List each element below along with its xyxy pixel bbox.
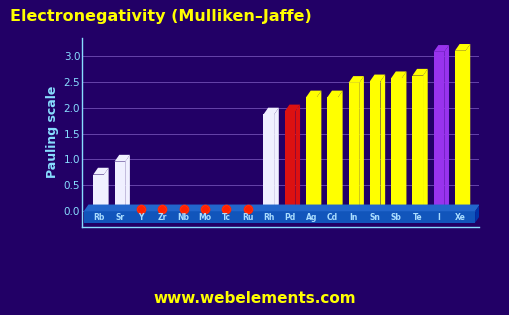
Polygon shape <box>443 45 448 211</box>
Polygon shape <box>401 72 406 211</box>
Polygon shape <box>390 78 401 211</box>
Text: Sb: Sb <box>390 213 401 222</box>
Polygon shape <box>305 97 316 211</box>
Y-axis label: Pauling scale: Pauling scale <box>46 86 60 179</box>
Polygon shape <box>263 114 273 211</box>
Polygon shape <box>327 97 337 211</box>
Polygon shape <box>316 91 321 211</box>
Text: Rh: Rh <box>263 213 274 222</box>
Text: Ag: Ag <box>305 213 317 222</box>
Text: Pd: Pd <box>284 213 295 222</box>
Polygon shape <box>433 52 443 211</box>
Text: Sn: Sn <box>369 213 380 222</box>
Text: Rb: Rb <box>93 213 104 222</box>
Text: Nb: Nb <box>177 213 189 222</box>
Text: In: In <box>349 213 357 222</box>
Polygon shape <box>433 45 448 52</box>
Text: Tc: Tc <box>221 213 230 222</box>
Polygon shape <box>93 168 108 175</box>
Polygon shape <box>454 44 469 51</box>
Text: Xe: Xe <box>454 213 465 222</box>
Polygon shape <box>83 204 479 211</box>
Polygon shape <box>412 76 422 211</box>
Polygon shape <box>454 51 465 211</box>
Polygon shape <box>412 69 427 76</box>
Text: www.webelements.com: www.webelements.com <box>153 290 356 306</box>
Polygon shape <box>263 108 278 114</box>
Polygon shape <box>284 111 295 211</box>
Polygon shape <box>348 76 363 83</box>
Polygon shape <box>327 91 342 97</box>
Text: Sr: Sr <box>115 213 124 222</box>
Polygon shape <box>358 76 363 211</box>
Text: Te: Te <box>412 213 421 222</box>
Text: I: I <box>437 213 440 222</box>
Text: Cd: Cd <box>326 213 337 222</box>
Polygon shape <box>104 168 108 211</box>
Polygon shape <box>369 81 380 211</box>
Polygon shape <box>273 108 278 211</box>
Polygon shape <box>125 155 130 211</box>
Polygon shape <box>380 75 384 211</box>
Polygon shape <box>284 105 299 111</box>
Polygon shape <box>305 91 321 97</box>
Polygon shape <box>115 155 130 162</box>
Polygon shape <box>93 175 104 211</box>
Polygon shape <box>465 44 469 211</box>
Text: Ru: Ru <box>241 213 252 222</box>
Polygon shape <box>115 162 125 211</box>
Polygon shape <box>390 72 406 78</box>
Polygon shape <box>474 204 479 223</box>
Polygon shape <box>348 83 358 211</box>
Polygon shape <box>83 211 474 223</box>
Text: Electronegativity (Mulliken–Jaffe): Electronegativity (Mulliken–Jaffe) <box>10 9 312 25</box>
Polygon shape <box>337 91 342 211</box>
Polygon shape <box>422 69 427 211</box>
Polygon shape <box>369 75 384 81</box>
Text: Zr: Zr <box>157 213 167 222</box>
Polygon shape <box>295 105 299 211</box>
Text: Y: Y <box>138 213 144 222</box>
Text: Mo: Mo <box>198 213 211 222</box>
